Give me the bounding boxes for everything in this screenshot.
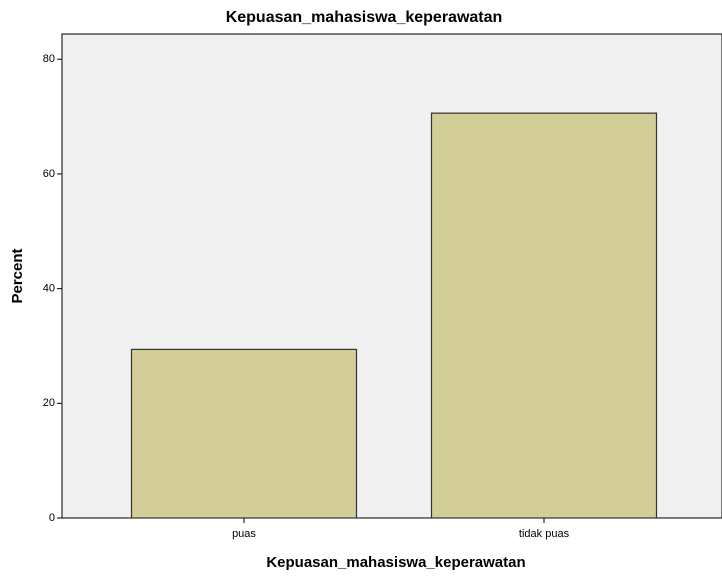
bar — [430, 112, 658, 519]
y-tick-label: 20 — [43, 397, 55, 409]
bar — [130, 348, 358, 519]
y-tick-label: 40 — [43, 283, 55, 295]
x-tick-label: puas — [232, 528, 256, 540]
x-tick-label: tidak puas — [519, 528, 570, 540]
y-tick-label: 60 — [43, 168, 55, 180]
y-tick-label: 80 — [43, 53, 55, 65]
y-axis-label: Percent — [9, 248, 26, 303]
x-axis-label: Kepuasan_mahasiswa_keperawatan — [266, 554, 525, 571]
y-tick-label: 0 — [49, 512, 55, 524]
chart-title: Kepuasan_mahasiswa_keperawatan — [226, 9, 503, 26]
